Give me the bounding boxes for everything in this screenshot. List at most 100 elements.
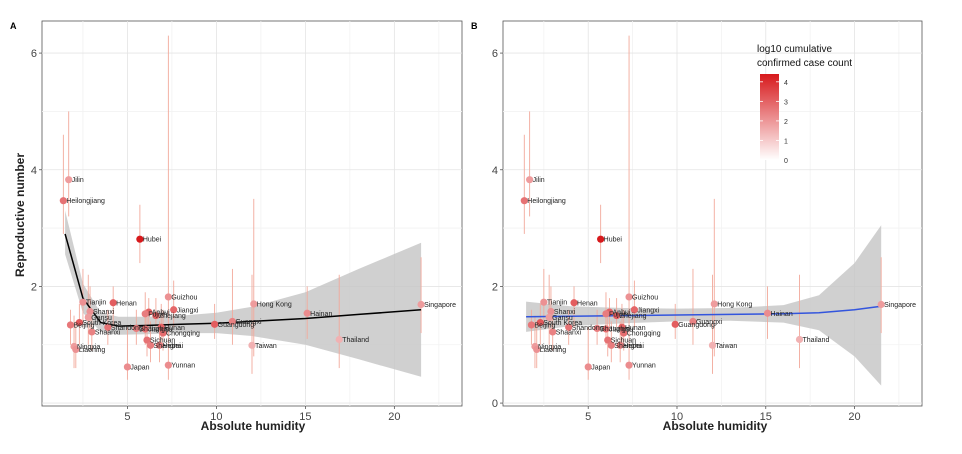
legend-title-line-2: confirmed case count [757, 58, 852, 69]
panel-a-point-label: Gansu [91, 315, 112, 322]
panel-a-point [104, 323, 112, 331]
panel-a-point-label: Hong Kong [257, 301, 292, 308]
panel-b-point-label: Shanghai [600, 326, 630, 333]
panel-a-point-label: Tianjin [86, 300, 106, 307]
panel-a-point-label: Japan [130, 364, 149, 371]
panel-b-point-label: Chongqing [627, 331, 661, 338]
panel-a-xtick-label: 10 [210, 411, 222, 423]
panel-b-point [671, 320, 679, 328]
panel-a-xtick-label: 20 [388, 411, 400, 423]
panel-a-point [88, 328, 96, 336]
panel-b-point-label: Ningxia [538, 344, 561, 351]
panel-b-point [602, 325, 610, 333]
panel-a-point [84, 313, 92, 321]
panel-a-point-label: Jiangsu [148, 327, 172, 334]
panel-b-ytick-label: 4 [492, 165, 498, 177]
panel-a-point [164, 361, 172, 369]
panel-a-point [136, 235, 144, 243]
panel-b-point-label: Anhui [613, 310, 631, 317]
panel-b-point-label: Guangxi [696, 319, 723, 326]
panel-a-xlabel: Absolute humidity [201, 419, 306, 433]
panel-b-point-label: Japan [591, 364, 610, 371]
panel-b-fit-line [526, 305, 882, 318]
panel-a-point [86, 307, 94, 316]
panel-b-point [547, 307, 555, 316]
panel-a-point-label: Hainan [310, 311, 332, 318]
panel-b-point [795, 335, 804, 344]
panel-b-errorbars [523, 35, 882, 380]
panel-b-xtick-label: 10 [671, 411, 683, 423]
panel-b-point [526, 176, 534, 184]
panel-b-point-label: Gansu [552, 315, 573, 322]
panel-b-point [616, 341, 624, 349]
panel-a-ytick-label: 6 [31, 48, 37, 60]
panel-a-point [417, 300, 425, 309]
panel-a-point-label: Liaoning [79, 347, 106, 354]
panel-b-point [620, 329, 628, 337]
panel-b-point-label: Beijing [534, 322, 555, 329]
panel-b-ytick-label: 0 [492, 398, 498, 410]
panel-a-point-label: Shandong [111, 325, 143, 332]
panel-a-point-label: Chongqing [166, 331, 200, 338]
panel-a-point [164, 293, 172, 301]
panel-b-xtick-label: 5 [585, 411, 591, 423]
panel-b-point-label: Guizhou [632, 294, 658, 301]
legend-title-line-1: log10 cumulative [757, 44, 832, 55]
panel-b-point [540, 298, 548, 306]
panel-a-ylabel: Reproductive number [13, 153, 27, 277]
panel-b-point-label: South Korea [543, 320, 582, 327]
panel-a-point-label: Anhui [152, 310, 170, 317]
panel-b-point-label: Jilin [533, 177, 545, 184]
panel-b-point [708, 341, 717, 349]
panel-a-point-label: Henan [116, 300, 137, 307]
panel-b-point [545, 313, 553, 321]
panel-a-point-label: Guangdong [218, 322, 255, 329]
panel-b-tag: B [471, 21, 478, 31]
panel-a-point [250, 300, 258, 308]
legend-tick-label: 3 [784, 99, 788, 106]
panel-b-point [549, 328, 557, 336]
panel-a-xtick-label: 15 [299, 411, 311, 423]
panel-b-point-label: Hebei [623, 343, 642, 350]
panel-b-point [602, 310, 610, 318]
panel-b-point-labels: Jilin Heilongjiang Hubei Guizhou Tianjin Hena… [527, 177, 916, 371]
panel-a-point-label: Taiwan [255, 343, 277, 350]
panel-a-point-label: Sichuan [150, 338, 175, 345]
panel-a-point [143, 336, 151, 344]
panel-b-point-label: Shanxi [554, 309, 576, 316]
panel-b-plot: 5 10 15 200246JilinHeilongjiangHubeiGuizhou… [492, 20, 923, 423]
panel-a-point [132, 324, 140, 333]
panel-b-point [877, 300, 885, 309]
panel-b-point-label: Heilongjiang [527, 198, 566, 205]
panel-a-point [303, 309, 311, 317]
panel-b-point [689, 317, 697, 326]
panel-a-point-label: Hebei [162, 343, 181, 350]
panel-b-xtick-label: 15 [760, 411, 772, 423]
panel-b-point [565, 323, 573, 331]
panel-a-point [152, 311, 160, 320]
panel-b-point-label: Hubei [604, 237, 623, 244]
panel-a-point-label: Shaanxi [95, 329, 121, 336]
panel-a-ytick-label: 2 [31, 281, 37, 293]
panel-a-point-label: Ningxia [77, 344, 100, 351]
panel-b-point-label: Jiangsu [609, 327, 633, 334]
panel-a-point [79, 298, 87, 306]
panel-a-confidence-band [65, 210, 422, 377]
panel-a-point [123, 363, 132, 371]
panel-a-point-label: Singapore [424, 302, 456, 309]
panel-b-point-label: Fujian [609, 311, 628, 318]
panel-b-point [604, 336, 612, 344]
panel-b-point [625, 293, 633, 301]
panel-a-point-label: Jiangxi [177, 307, 199, 314]
panel-b-point [763, 309, 772, 317]
panel-b-point [593, 324, 601, 333]
panel-a-point [66, 321, 75, 329]
panel-a-point-label: Yunnan [171, 363, 195, 370]
panel-b-point-label: Thailand [802, 337, 829, 344]
panel-b-point [607, 341, 615, 349]
panel-a-points [59, 176, 425, 371]
panel-b-point-label: Shandong [572, 325, 604, 332]
panel-a-point [141, 310, 149, 318]
panel-a-point-label: Shanghai [154, 343, 184, 350]
